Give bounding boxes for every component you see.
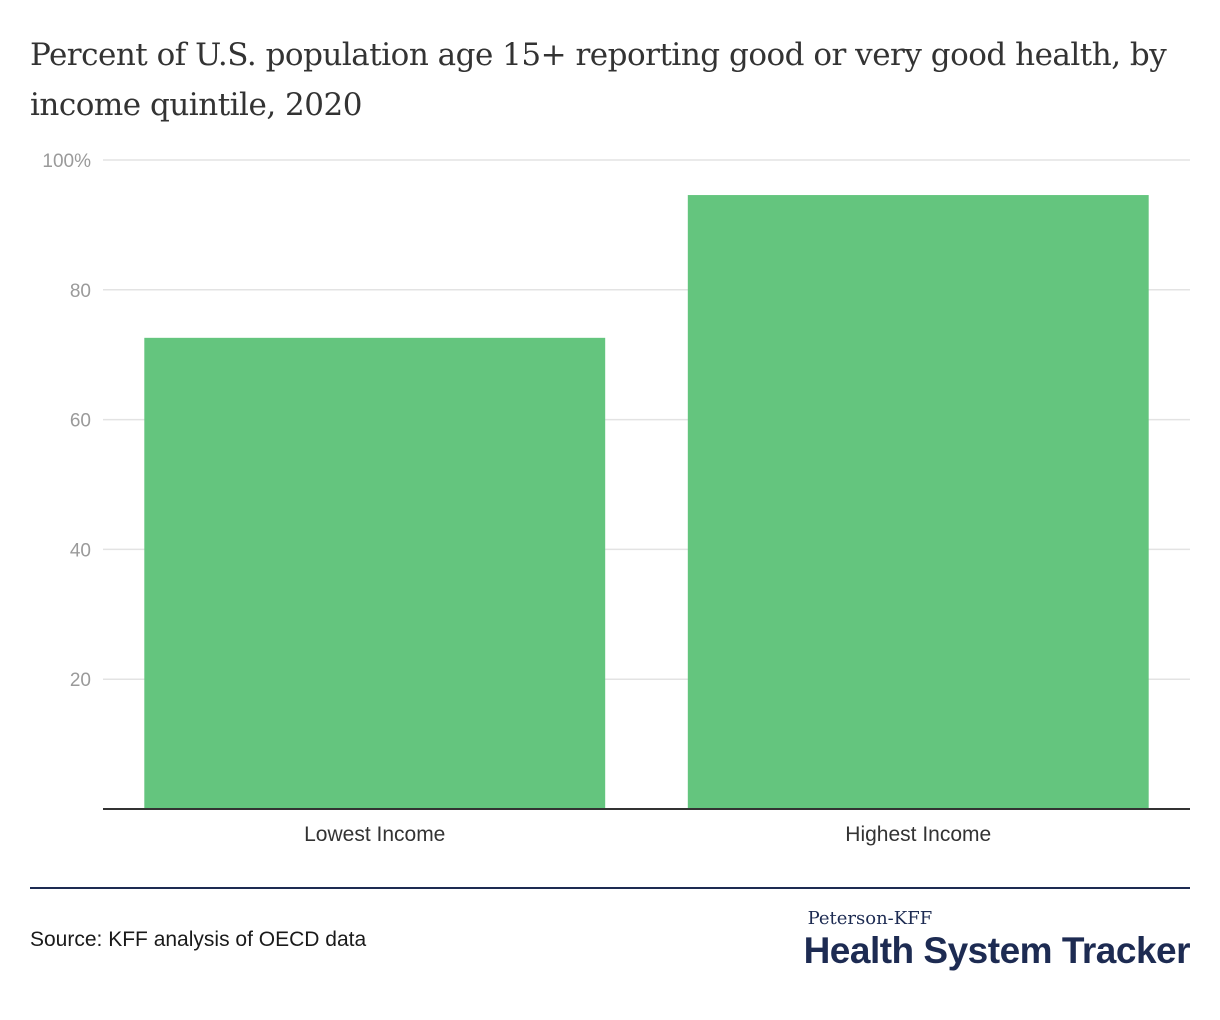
logo-subtitle: Peterson-KFF xyxy=(807,908,933,929)
chart-title: Percent of U.S. population age 15+ repor… xyxy=(30,37,1167,123)
bars xyxy=(144,195,1149,809)
y-tick-label: 40 xyxy=(70,540,91,561)
bar-chart: 20 40 60 80 100% Lowest Income Highest Income xyxy=(42,151,1190,846)
footer-divider xyxy=(30,887,1190,889)
y-tick-label: 80 xyxy=(70,281,91,302)
x-category-label: Lowest Income xyxy=(304,823,445,846)
x-category-label: Highest Income xyxy=(845,823,991,846)
tracker-logo[interactable]: Peterson-KFF Health System Tracker xyxy=(803,908,1191,972)
source-note: Source: KFF analysis of OECD data xyxy=(30,928,367,951)
bar[interactable] xyxy=(144,337,606,809)
logo-title: Health System Tracker xyxy=(803,930,1191,971)
y-tick-label: 100% xyxy=(42,151,91,172)
y-tick-label: 20 xyxy=(70,670,91,691)
y-axis-ticks: 20 40 60 80 100% xyxy=(42,151,91,691)
bar[interactable] xyxy=(687,195,1149,809)
y-tick-label: 60 xyxy=(70,411,91,432)
x-axis-labels: Lowest Income Highest Income xyxy=(304,823,991,846)
